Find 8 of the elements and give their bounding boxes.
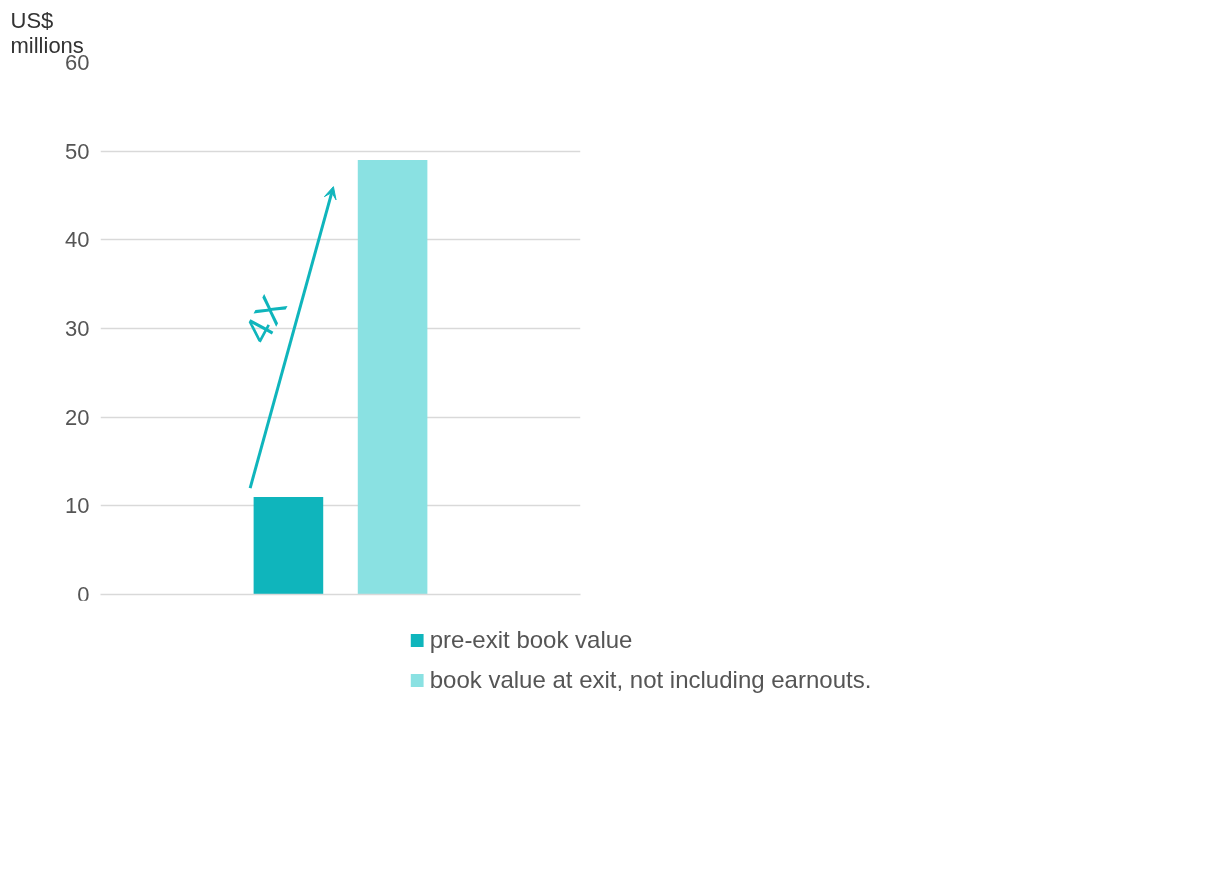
legend-label: pre-exit book value [429,626,633,654]
y-tick-label: 20 [65,404,90,430]
annotation: 4X [235,288,295,350]
legend-label: book value at exit, not including earnouts. [429,666,872,694]
y-tick-label: 40 [65,227,90,253]
y-tick-label: 50 [65,138,90,164]
y-tick-label: 10 [65,493,90,519]
y-tick-label: 30 [65,316,90,341]
